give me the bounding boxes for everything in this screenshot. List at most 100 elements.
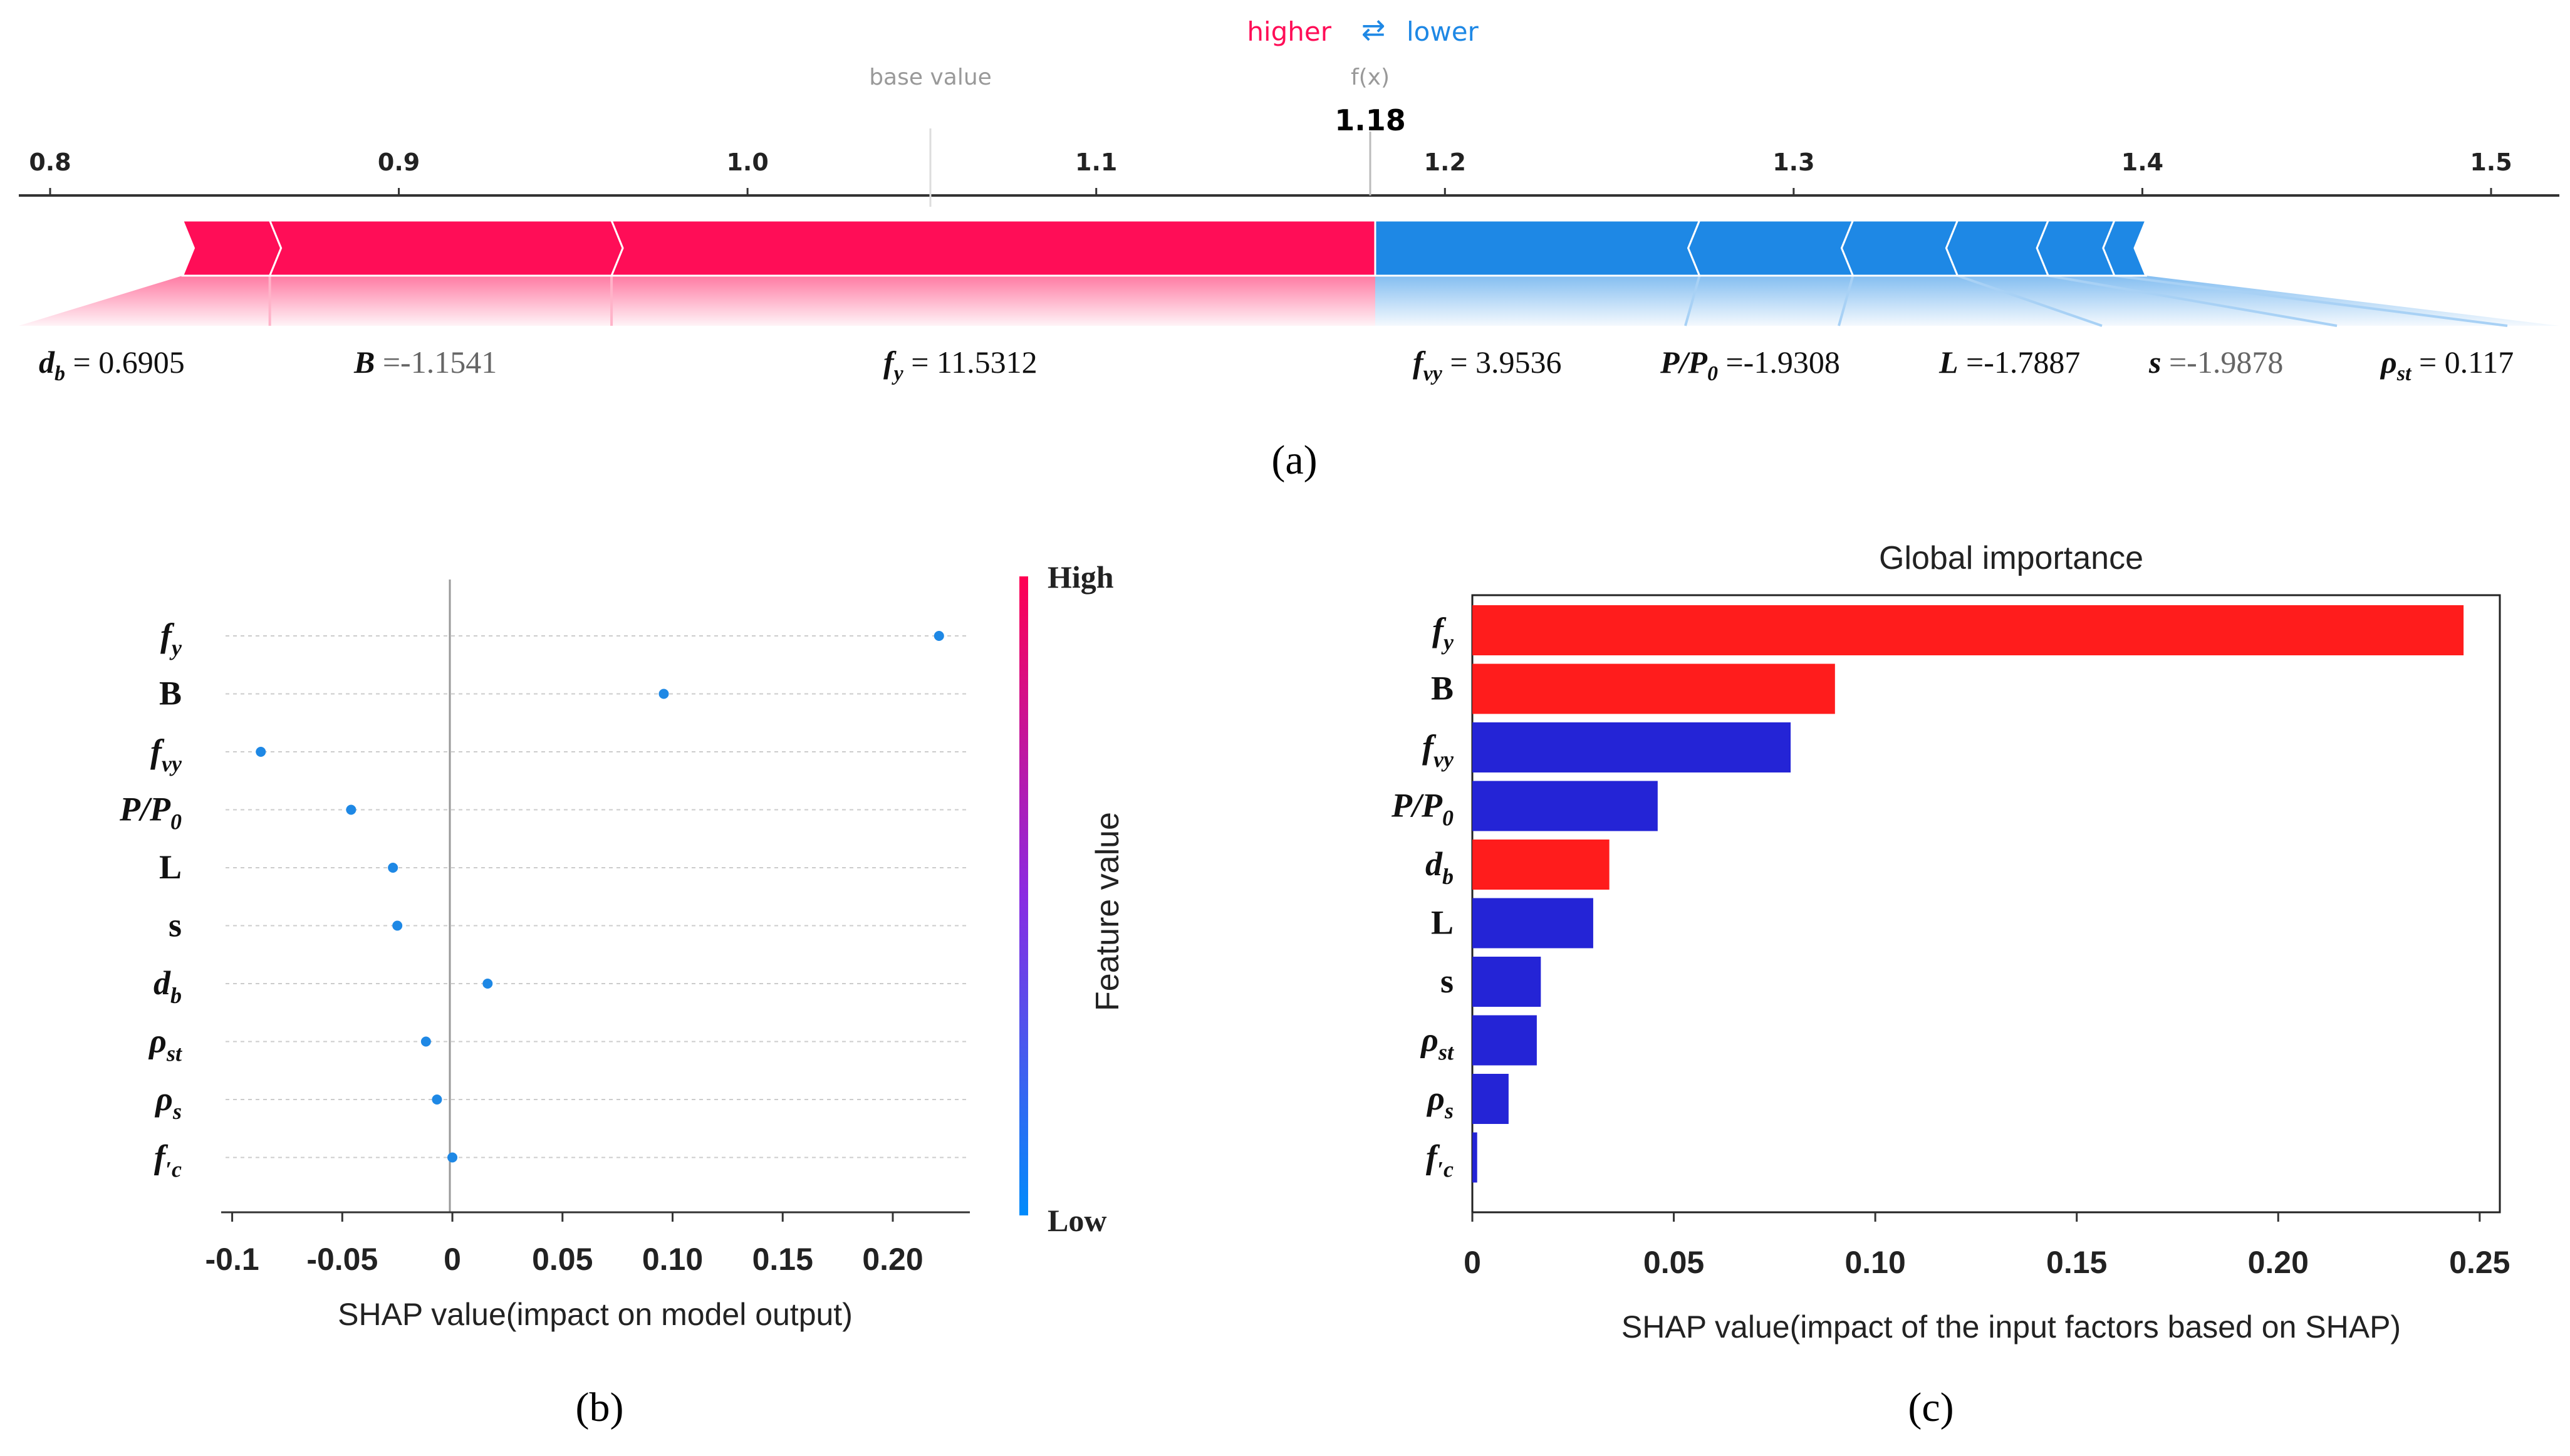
a-tick-label: 1.4	[2121, 148, 2163, 176]
a-feature-symbol: f	[1413, 345, 1426, 380]
c-feature-symbol: ρ	[1420, 1021, 1438, 1059]
b-shap-dot	[256, 747, 266, 757]
b-feature-subscript: st	[166, 1041, 182, 1066]
c-importance-bar	[1472, 663, 1835, 714]
colorbar	[1019, 576, 1028, 1215]
a-feature-value: =-1.1541	[375, 345, 497, 380]
c-tick-label: 0	[1464, 1245, 1481, 1280]
c-feature-label: B	[1431, 670, 1454, 707]
a-feature-subscript: st	[2396, 362, 2412, 385]
a-feature-symbol: s	[2148, 345, 2161, 380]
c-feature-label: db	[1425, 845, 1454, 889]
b-feature-label: db	[153, 964, 182, 1008]
a-feature-value: = 0.117	[2411, 345, 2514, 380]
c-importance-bar	[1472, 898, 1593, 949]
c-feature-subscript: s	[1444, 1098, 1454, 1123]
c-feature-label: P/P0	[1391, 787, 1454, 831]
colorbar-label: Feature value	[1090, 812, 1126, 1011]
c-feature-symbol: s	[1440, 962, 1454, 1000]
legend-lower: lower	[1407, 16, 1479, 47]
c-feature-label: ρst	[1420, 1021, 1454, 1065]
b-tick-label: 0.20	[862, 1242, 923, 1277]
b-feature-label: ρst	[148, 1022, 182, 1066]
a-feature-label: s =-1.9878	[2148, 345, 2283, 380]
a-tick-label: 1.1	[1075, 148, 1117, 176]
b-feature-symbol: B	[159, 675, 182, 712]
a-feature-label: db = 0.6905	[39, 345, 185, 385]
b-feature-subscript: y	[169, 635, 182, 660]
a-negative-segment	[1687, 219, 1855, 277]
a-feature-value: =-1.7887	[1959, 345, 2081, 380]
c-feature-subscript: y	[1441, 630, 1454, 655]
b-feature-label: ρs	[154, 1080, 182, 1124]
c-importance-bar	[1472, 1074, 1509, 1124]
a-tick-label: 0.9	[378, 148, 420, 176]
b-tick-label: 0.05	[532, 1242, 593, 1277]
b-feature-subscript: 0	[170, 809, 182, 835]
a-connector-line	[2047, 274, 2338, 327]
b-feature-symbol: f	[160, 616, 175, 654]
c-feature-subscript: ′c	[1437, 1157, 1454, 1182]
a-tick-label: 1.0	[726, 148, 768, 176]
a-tick-label: 0.8	[29, 148, 71, 176]
a-tick-label: 1.3	[1772, 148, 1814, 176]
c-tick-label: 0.25	[2449, 1245, 2510, 1280]
b-feature-label: fy	[160, 616, 182, 660]
c-feature-label: ρs	[1426, 1079, 1454, 1123]
b-feature-symbol: d	[153, 964, 171, 1002]
caption-b: (b)	[576, 1385, 624, 1430]
a-connector-line	[1957, 274, 2103, 327]
c-importance-bar	[1472, 1132, 1477, 1183]
b-feature-symbol: L	[159, 848, 182, 886]
b-feature-subscript: s	[172, 1099, 182, 1124]
legend-arrow-icon: ⇄	[1361, 13, 1386, 46]
a-feature-value: =-1.9308	[1718, 345, 1840, 380]
b-feature-label: fvy	[150, 732, 182, 776]
b-feature-subscript: vy	[162, 751, 182, 776]
a-negative-segment	[1840, 219, 1959, 277]
a-feature-subscript: y	[892, 362, 904, 385]
b-tick-label: -0.05	[306, 1242, 378, 1277]
colorbar-low: Low	[1048, 1203, 1106, 1238]
a-feature-value: =-1.9878	[2161, 345, 2283, 380]
b-feature-label: P/P0	[119, 791, 182, 835]
c-importance-bar	[1472, 781, 1658, 831]
c-x-axis-label: SHAP value(impact of the input factors b…	[1621, 1309, 2401, 1344]
b-feature-subscript: ′c	[165, 1157, 182, 1182]
a-negative-segment	[2102, 219, 2148, 277]
a-feature-subscript: vy	[1423, 362, 1443, 385]
a-connector-line	[1838, 275, 1855, 326]
c-feature-label: fy	[1432, 611, 1454, 655]
a-feature-label: P/P0 =-1.9308	[1660, 345, 1840, 385]
b-feature-symbol: f	[150, 732, 165, 770]
c-feature-symbol: B	[1431, 670, 1454, 707]
caption-a: (a)	[1271, 437, 1317, 483]
c-importance-bar	[1472, 840, 1610, 890]
a-feature-symbol: ρ	[2380, 345, 2397, 380]
c-feature-subscript: st	[1438, 1040, 1454, 1065]
a-connector-line	[2114, 274, 2508, 327]
a-positive-segment	[610, 219, 1376, 277]
b-tick-label: -0.1	[205, 1242, 259, 1277]
b-feature-symbol: ρ	[154, 1080, 173, 1118]
b-tick-label: 0.15	[752, 1242, 813, 1277]
c-feature-label: fvy	[1422, 728, 1454, 772]
c-title: Global importance	[1879, 540, 2143, 576]
c-feature-symbol: f	[1422, 728, 1437, 766]
a-feature-subscript: b	[55, 362, 65, 385]
c-feature-symbol: f	[1426, 1138, 1440, 1176]
b-feature-label: f′c	[154, 1138, 182, 1182]
c-importance-bar	[1472, 722, 1791, 772]
a-tick-label: 1.2	[1424, 148, 1466, 176]
a-negative-segment	[1945, 219, 2050, 277]
c-feature-symbol: d	[1425, 845, 1443, 883]
fx-label: f(x)	[1351, 65, 1390, 90]
c-tick-label: 0.05	[1643, 1245, 1704, 1280]
b-feature-subscript: b	[170, 983, 182, 1008]
force-plot: higher ⇄ lower base value f(x) 1.18 0.8 0…	[19, 13, 2559, 483]
c-feature-label: f′c	[1426, 1138, 1454, 1182]
a-feature-value: = 3.9536	[1442, 345, 1562, 380]
c-feature-label: L	[1431, 904, 1454, 942]
a-feature-label: ρst = 0.117	[2380, 345, 2514, 385]
